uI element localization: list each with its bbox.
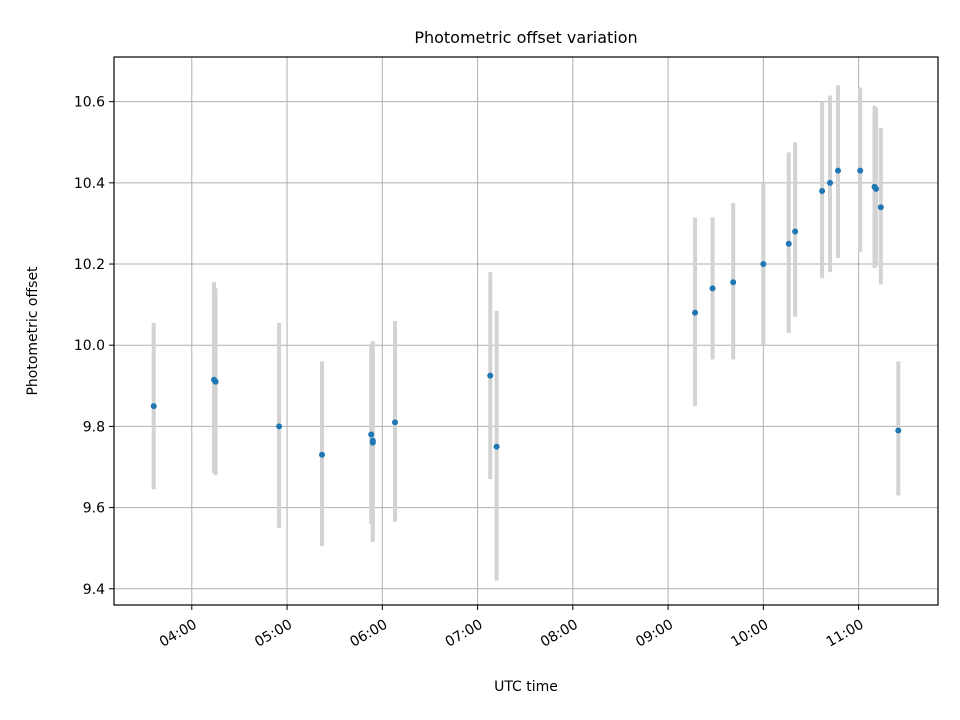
data-point xyxy=(318,451,325,458)
y-axis-ticks: 9.4 9.6 9.8 10.0 10.2 10.4 10.6 xyxy=(74,95,114,598)
data-point xyxy=(785,240,792,247)
y-tick-label: 10.6 xyxy=(74,95,105,111)
data-point xyxy=(827,179,834,186)
data-point xyxy=(895,427,902,434)
y-tick-label: 9.8 xyxy=(83,419,105,435)
data-point xyxy=(877,204,884,211)
x-axis-ticks: 04:00 05:00 06:00 07:00 08:00 09:00 10:00 11:00 xyxy=(157,605,867,651)
data-point xyxy=(857,167,864,174)
x-tick-label: 09:00 xyxy=(633,617,676,651)
data-point xyxy=(819,187,826,194)
y-axis-label: Photometric offset xyxy=(25,266,41,396)
data-point xyxy=(276,423,283,430)
data-point xyxy=(368,431,375,438)
data-point xyxy=(692,309,699,316)
y-tick-label: 10.0 xyxy=(74,338,105,354)
y-tick-label: 9.4 xyxy=(83,582,105,598)
data-point xyxy=(834,167,841,174)
data-point xyxy=(760,261,767,268)
chart-title: Photometric offset variation xyxy=(414,28,637,47)
x-tick-label: 11:00 xyxy=(824,617,867,651)
x-tick-label: 05:00 xyxy=(252,617,295,651)
y-tick-label: 10.4 xyxy=(74,176,105,192)
grid xyxy=(114,57,938,605)
data-point xyxy=(212,378,219,385)
data-point xyxy=(730,279,737,286)
data-point xyxy=(493,443,500,450)
plot-frame xyxy=(113,56,939,606)
data-point xyxy=(792,228,799,235)
data-point xyxy=(369,439,376,446)
x-axis-label: UTC time xyxy=(494,679,558,695)
y-tick-label: 9.6 xyxy=(83,501,105,517)
y-tick-label: 10.2 xyxy=(74,257,105,273)
x-tick-label: 06:00 xyxy=(347,617,390,651)
data-point xyxy=(709,285,716,292)
data-point xyxy=(873,185,880,192)
data-point xyxy=(150,403,157,410)
x-tick-label: 07:00 xyxy=(443,617,486,651)
x-tick-label: 08:00 xyxy=(538,617,581,651)
x-tick-label: 10:00 xyxy=(728,617,771,651)
data-points xyxy=(150,167,902,458)
error-bars xyxy=(151,85,901,581)
data-point xyxy=(392,419,399,426)
x-tick-label: 04:00 xyxy=(157,617,200,651)
data-point xyxy=(487,372,494,379)
